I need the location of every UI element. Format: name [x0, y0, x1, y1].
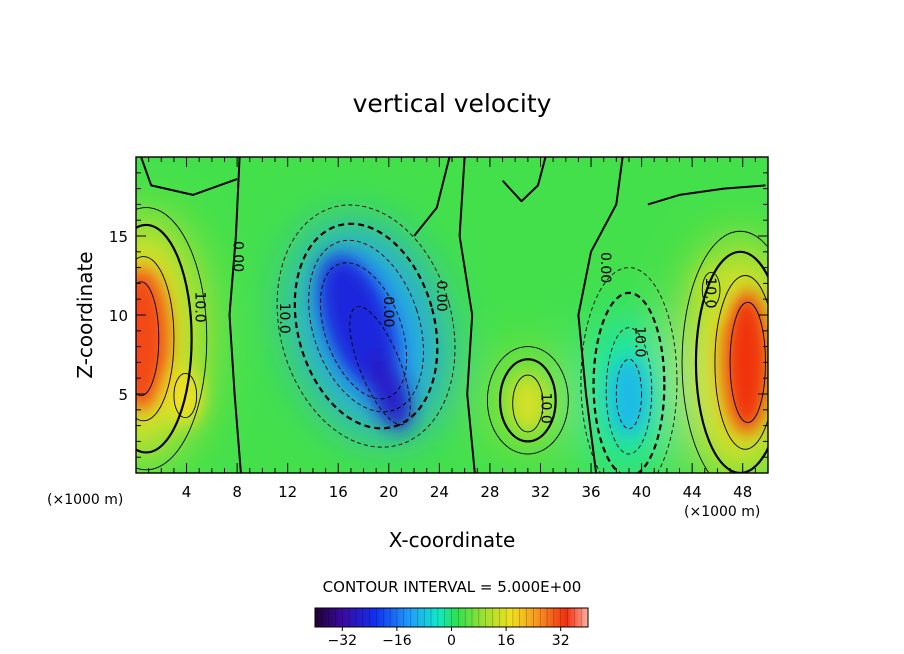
y-tick-label: 5	[118, 386, 128, 404]
x-tick-label: 12	[278, 483, 297, 501]
y-axis-label: Z-coordinate	[73, 251, 97, 378]
colorbar-tick-label: 0	[447, 633, 456, 649]
x-tick-label: 16	[329, 483, 348, 501]
positive-contour	[714, 275, 768, 450]
contour-label: 0.00	[380, 296, 396, 327]
colorbar-ticks: −32 −16 0 16 32	[328, 627, 570, 649]
contour-label: 10.0	[276, 303, 292, 334]
zero-contour	[140, 157, 238, 196]
x-tick-label: 20	[379, 483, 398, 501]
contour-interval-label: CONTOUR INTERVAL = 5.000E+00	[323, 578, 582, 596]
positive-contour	[136, 223, 193, 454]
contour-label: 10.0	[191, 292, 207, 323]
colorbar-tick-label: 32	[552, 633, 570, 649]
negative-contour	[580, 267, 678, 473]
y-tick-label: 15	[109, 228, 128, 246]
positive-contour	[512, 374, 544, 433]
y-tick-label: 10	[109, 307, 128, 325]
positive-contour	[701, 271, 721, 308]
negative-contour	[592, 291, 666, 473]
x-tick-label: 32	[531, 483, 550, 501]
zero-contour	[501, 157, 547, 203]
positive-contour	[136, 256, 175, 422]
negative-contour	[293, 222, 439, 430]
field-core	[608, 357, 650, 437]
field-core	[723, 291, 768, 434]
negative-contour	[349, 306, 411, 426]
contour-label: 0.00	[433, 280, 449, 311]
zero-contour	[577, 157, 624, 473]
plot-area: 0.00 10.0 10.0 0.00 0.00 10.0 0.00 10.0 10.0	[136, 157, 768, 473]
negative-contour	[605, 327, 653, 455]
colorbar: −32 −16 0 16 32	[314, 607, 589, 649]
x-unit-left: (×1000 m)	[47, 492, 123, 508]
negative-contour	[615, 358, 643, 430]
positive-contour	[136, 207, 208, 471]
x-tick-label: 28	[480, 483, 499, 501]
zero-contour	[647, 184, 766, 206]
negative-contour	[308, 239, 424, 413]
chart-title: vertical velocity	[353, 89, 552, 118]
colorbar-gradient	[315, 608, 588, 627]
positive-contour	[681, 230, 768, 473]
x-tick-label: 48	[733, 483, 752, 501]
x-axis: 4 8 12 16 20 24 28 32 36 40 44 48	[135, 157, 769, 501]
contour-label: 0.00	[229, 241, 245, 272]
x-tick-label: 8	[232, 483, 242, 501]
contour-label: 0.00	[597, 252, 613, 283]
x-tick-label: 24	[430, 483, 449, 501]
zero-contour	[228, 157, 242, 473]
y-axis: 5 10 15	[109, 156, 768, 474]
contour-label: 10.0	[538, 393, 554, 424]
field-core	[136, 267, 169, 410]
x-tick-label: 44	[683, 483, 702, 501]
field-core	[510, 375, 546, 432]
positive-contour	[486, 346, 569, 455]
zero-contour	[413, 157, 451, 237]
negative-contour	[276, 204, 456, 448]
field-core	[367, 351, 411, 430]
contour-labels: 0.00 10.0 10.0 0.00 0.00 10.0 0.00 10.0 10.0	[191, 241, 718, 424]
colorbar-tick-label: 16	[497, 633, 515, 649]
negative-contour	[319, 262, 408, 400]
x-axis-label: X-coordinate	[389, 528, 516, 552]
positive-contour	[136, 281, 160, 397]
colorbar-tick-label: −32	[328, 633, 358, 649]
contour-label: 10.0	[631, 326, 647, 357]
positive-contour	[173, 373, 198, 419]
colorbar-stripes	[321, 608, 582, 627]
x-unit-right: (×1000 m)	[684, 504, 760, 520]
contour-label: 10.0	[702, 277, 718, 308]
x-tick-label: 4	[182, 483, 192, 501]
contour-lines	[136, 157, 768, 473]
x-tick-label: 40	[632, 483, 651, 501]
x-tick-label: 36	[581, 483, 600, 501]
positive-contour	[498, 358, 557, 443]
colorbar-tick-label: −16	[382, 633, 412, 649]
zero-contour	[458, 157, 476, 473]
